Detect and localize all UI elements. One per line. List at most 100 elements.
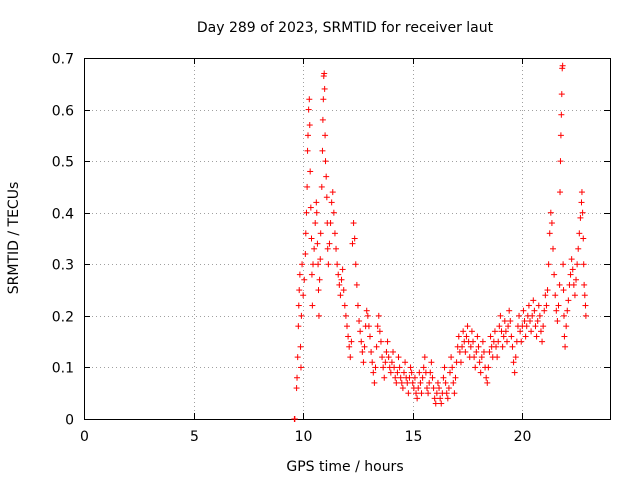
data-point xyxy=(448,354,455,361)
data-point xyxy=(298,312,305,319)
data-point xyxy=(404,379,411,386)
data-point xyxy=(540,323,547,330)
data-point xyxy=(407,364,414,371)
data-point xyxy=(306,122,313,129)
data-point xyxy=(311,245,318,252)
data-point xyxy=(530,297,537,304)
data-point xyxy=(322,132,329,139)
data-point xyxy=(394,369,401,376)
data-point xyxy=(567,271,574,278)
data-point xyxy=(575,245,582,252)
data-point xyxy=(327,220,334,227)
data-point xyxy=(564,307,571,314)
data-point xyxy=(544,287,551,294)
data-point xyxy=(483,374,490,381)
data-point xyxy=(525,302,532,309)
x-axis-label: GPS time / hours xyxy=(286,459,403,475)
data-point xyxy=(360,359,367,366)
chart-title: Day 289 of 2023, SRMTID for receiver lau… xyxy=(197,20,494,36)
data-point xyxy=(557,189,564,196)
data-point xyxy=(577,214,584,221)
data-point xyxy=(493,343,500,350)
data-point xyxy=(370,369,377,376)
data-point xyxy=(374,323,381,330)
data-point xyxy=(471,354,478,361)
data-point xyxy=(456,348,463,355)
data-point xyxy=(346,343,353,350)
data-point xyxy=(487,333,494,340)
data-point xyxy=(447,369,454,376)
data-point xyxy=(324,245,331,252)
data-point xyxy=(297,343,304,350)
data-point xyxy=(532,323,539,330)
data-point xyxy=(579,209,586,216)
data-point xyxy=(337,292,344,299)
data-point xyxy=(300,292,307,299)
data-point xyxy=(444,395,451,402)
data-point xyxy=(550,245,557,252)
data-point xyxy=(349,240,356,247)
data-point xyxy=(338,276,345,283)
data-point xyxy=(399,385,406,392)
data-point xyxy=(563,323,570,330)
data-point xyxy=(383,348,390,355)
data-point xyxy=(436,385,443,392)
data-point xyxy=(523,323,530,330)
data-point xyxy=(429,374,436,381)
data-point xyxy=(321,85,328,92)
data-point xyxy=(582,312,589,319)
x-tick-label: 5 xyxy=(190,429,199,445)
data-point xyxy=(302,230,309,237)
data-point xyxy=(499,343,506,350)
data-point xyxy=(317,256,324,263)
data-point xyxy=(347,354,354,361)
data-point xyxy=(380,364,387,371)
data-point xyxy=(319,147,326,154)
data-point xyxy=(294,354,301,361)
data-point xyxy=(507,318,514,325)
data-point xyxy=(382,359,389,366)
data-point xyxy=(545,261,552,268)
data-point xyxy=(561,333,568,340)
data-point xyxy=(468,328,475,335)
y-tick-label: 0.5 xyxy=(52,155,74,171)
data-point xyxy=(573,276,580,283)
data-point xyxy=(562,343,569,350)
y-tick-label: 0.1 xyxy=(52,361,74,377)
data-point xyxy=(304,132,311,139)
data-point xyxy=(509,343,516,350)
data-point xyxy=(434,379,441,386)
y-tick-label: 0 xyxy=(65,413,74,429)
data-point xyxy=(580,235,587,242)
data-point xyxy=(467,343,474,350)
plot-frame xyxy=(84,58,611,420)
data-point xyxy=(384,338,391,345)
data-point xyxy=(554,318,561,325)
data-point xyxy=(432,400,439,407)
data-point xyxy=(396,364,403,371)
data-point xyxy=(441,364,448,371)
data-point xyxy=(315,312,322,319)
data-point xyxy=(438,400,445,407)
data-point xyxy=(416,369,423,376)
data-point xyxy=(553,307,560,314)
data-point xyxy=(414,395,421,402)
data-point xyxy=(309,302,316,309)
data-point xyxy=(328,199,335,206)
data-point xyxy=(559,62,566,69)
data-point xyxy=(491,328,498,335)
data-point xyxy=(543,302,550,309)
data-point xyxy=(369,359,376,366)
data-point xyxy=(398,379,405,386)
data-point xyxy=(527,318,534,325)
data-point xyxy=(352,261,359,268)
data-point xyxy=(433,390,440,397)
data-point xyxy=(296,287,303,294)
data-point xyxy=(415,385,422,392)
data-point xyxy=(506,307,513,314)
data-point xyxy=(393,379,400,386)
data-point xyxy=(363,307,370,314)
data-point xyxy=(391,364,398,371)
data-point xyxy=(552,292,559,299)
data-point xyxy=(294,374,301,381)
